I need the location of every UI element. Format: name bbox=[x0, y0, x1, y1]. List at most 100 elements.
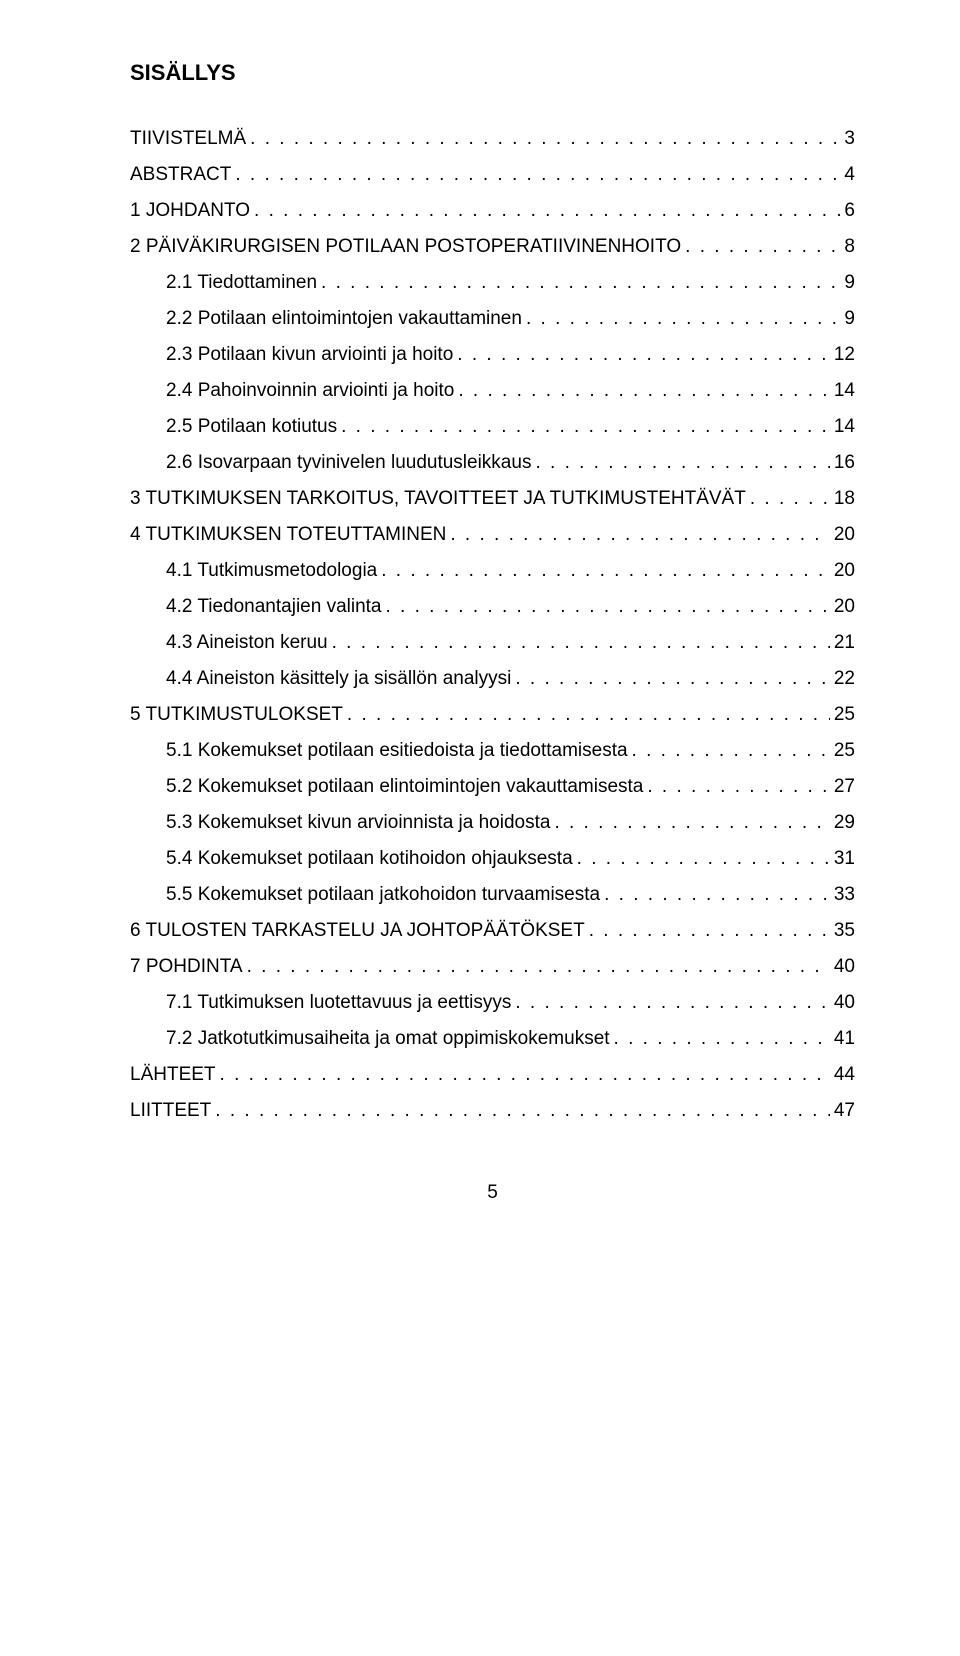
toc-entry-page: 14 bbox=[834, 380, 855, 402]
toc-entry-page: 27 bbox=[834, 776, 855, 798]
toc-entry: 4.1 Tutkimusmetodologia. . . . . . . . .… bbox=[130, 560, 855, 582]
toc-entry: 4.4 Aineiston käsittely ja sisällön anal… bbox=[130, 668, 855, 690]
toc-entry: 5.5 Kokemukset potilaan jatkohoidon turv… bbox=[130, 884, 855, 906]
toc-entry-leader: . . . . . . . . . . . . . . . . . . . . … bbox=[577, 848, 830, 870]
toc-entry-page: 18 bbox=[834, 488, 855, 510]
toc-entry: 2.4 Pahoinvoinnin arviointi ja hoito. . … bbox=[130, 380, 855, 402]
toc-entry-label: 7 POHDINTA bbox=[130, 956, 243, 978]
toc-entry-leader: . . . . . . . . . . . . . . . . . . . . … bbox=[347, 704, 830, 726]
toc-entry-leader: . . . . . . . . . . . . . . . . . . . . … bbox=[685, 236, 840, 258]
toc-entry: 5.4 Kokemukset potilaan kotihoidon ohjau… bbox=[130, 848, 855, 870]
toc-entry-leader: . . . . . . . . . . . . . . . . . . . . … bbox=[589, 920, 830, 942]
toc-entry: 2.6 Isovarpaan tyvinivelen luudutusleikk… bbox=[130, 452, 855, 474]
toc-entry: ABSTRACT. . . . . . . . . . . . . . . . … bbox=[130, 164, 855, 186]
toc-entry: 2.5 Potilaan kotiutus. . . . . . . . . .… bbox=[130, 416, 855, 438]
toc-entry-page: 8 bbox=[844, 236, 855, 258]
toc-entry-label: 2.4 Pahoinvoinnin arviointi ja hoito bbox=[166, 380, 454, 402]
toc-entry-label: 3 TUTKIMUKSEN TARKOITUS, TAVOITTEET JA T… bbox=[130, 488, 746, 510]
toc-entry-page: 47 bbox=[834, 1100, 855, 1122]
toc-entry-label: 4.1 Tutkimusmetodologia bbox=[166, 560, 377, 582]
toc-entry-page: 31 bbox=[834, 848, 855, 870]
toc-entry: 3 TUTKIMUKSEN TARKOITUS, TAVOITTEET JA T… bbox=[130, 488, 855, 510]
toc-entry-page: 44 bbox=[834, 1064, 855, 1086]
toc-entry-leader: . . . . . . . . . . . . . . . . . . . . … bbox=[647, 776, 829, 798]
toc-entry-page: 4 bbox=[844, 164, 855, 186]
toc-entry-label: 2.3 Potilaan kivun arviointi ja hoito bbox=[166, 344, 453, 366]
toc-entry-label: 7.2 Jatkotutkimusaiheita ja omat oppimis… bbox=[166, 1028, 610, 1050]
toc-entry-label: 4.2 Tiedonantajien valinta bbox=[166, 596, 382, 618]
toc-entry-page: 40 bbox=[834, 956, 855, 978]
toc-entry-label: 2 PÄIVÄKIRURGISEN POTILAAN POSTOPERATIIV… bbox=[130, 236, 681, 258]
toc-entry-label: 5.2 Kokemukset potilaan elintoimintojen … bbox=[166, 776, 643, 798]
toc-entry-label: 5.4 Kokemukset potilaan kotihoidon ohjau… bbox=[166, 848, 573, 870]
toc-entry-label: 4.3 Aineiston keruu bbox=[166, 632, 328, 654]
toc-entry-leader: . . . . . . . . . . . . . . . . . . . . … bbox=[526, 308, 840, 330]
toc-entry-leader: . . . . . . . . . . . . . . . . . . . . … bbox=[515, 668, 830, 690]
toc-entry-leader: . . . . . . . . . . . . . . . . . . . . … bbox=[250, 128, 840, 150]
toc-entry-leader: . . . . . . . . . . . . . . . . . . . . … bbox=[235, 164, 840, 186]
page-number: 5 bbox=[130, 1182, 855, 1204]
toc-entry: 5 TUTKIMUSTULOKSET. . . . . . . . . . . … bbox=[130, 704, 855, 726]
toc-entry-page: 41 bbox=[834, 1028, 855, 1050]
toc-entry-label: 2.5 Potilaan kotiutus bbox=[166, 416, 337, 438]
toc-entry-leader: . . . . . . . . . . . . . . . . . . . . … bbox=[332, 632, 830, 654]
toc-entry-leader: . . . . . . . . . . . . . . . . . . . . … bbox=[215, 1100, 830, 1122]
toc-entry: 4.3 Aineiston keruu. . . . . . . . . . .… bbox=[130, 632, 855, 654]
toc-entry-label: 5.3 Kokemukset kivun arvioinnista ja hoi… bbox=[166, 812, 550, 834]
toc-entry: TIIVISTELMÄ. . . . . . . . . . . . . . .… bbox=[130, 128, 855, 150]
toc-entry: 1 JOHDANTO. . . . . . . . . . . . . . . … bbox=[130, 200, 855, 222]
toc-entry-leader: . . . . . . . . . . . . . . . . . . . . … bbox=[515, 992, 830, 1014]
toc-entry-leader: . . . . . . . . . . . . . . . . . . . . … bbox=[554, 812, 829, 834]
toc-entry-page: 35 bbox=[834, 920, 855, 942]
toc-entry-label: LIITTEET bbox=[130, 1100, 211, 1122]
toc-entry-leader: . . . . . . . . . . . . . . . . . . . . … bbox=[386, 596, 830, 618]
toc-entry-page: 40 bbox=[834, 992, 855, 1014]
toc-entry: LÄHTEET. . . . . . . . . . . . . . . . .… bbox=[130, 1064, 855, 1086]
toc-entry-page: 22 bbox=[834, 668, 855, 690]
toc-entry-label: LÄHTEET bbox=[130, 1064, 216, 1086]
toc-entry-leader: . . . . . . . . . . . . . . . . . . . . … bbox=[604, 884, 830, 906]
toc-entry-page: 21 bbox=[834, 632, 855, 654]
toc-entry-page: 9 bbox=[844, 308, 855, 330]
toc-entry-label: 2.2 Potilaan elintoimintojen vakauttamin… bbox=[166, 308, 522, 330]
toc-entry-page: 9 bbox=[844, 272, 855, 294]
toc-entry: 4.2 Tiedonantajien valinta. . . . . . . … bbox=[130, 596, 855, 618]
toc-entry-leader: . . . . . . . . . . . . . . . . . . . . … bbox=[632, 740, 830, 762]
toc-entry-label: 1 JOHDANTO bbox=[130, 200, 250, 222]
toc-entry-label: ABSTRACT bbox=[130, 164, 231, 186]
toc-container: TIIVISTELMÄ. . . . . . . . . . . . . . .… bbox=[130, 128, 855, 1122]
toc-entry-leader: . . . . . . . . . . . . . . . . . . . . … bbox=[535, 452, 829, 474]
toc-entry-page: 20 bbox=[834, 560, 855, 582]
toc-entry-leader: . . . . . . . . . . . . . . . . . . . . … bbox=[750, 488, 830, 510]
toc-entry-page: 33 bbox=[834, 884, 855, 906]
toc-entry-page: 25 bbox=[834, 740, 855, 762]
toc-entry-label: TIIVISTELMÄ bbox=[130, 128, 246, 150]
toc-entry: 7.1 Tutkimuksen luotettavuus ja eettisyy… bbox=[130, 992, 855, 1014]
toc-entry-leader: . . . . . . . . . . . . . . . . . . . . … bbox=[614, 1028, 830, 1050]
toc-entry-page: 29 bbox=[834, 812, 855, 834]
toc-entry-page: 3 bbox=[844, 128, 855, 150]
toc-entry-label: 5 TUTKIMUSTULOKSET bbox=[130, 704, 343, 726]
toc-entry-label: 4.4 Aineiston käsittely ja sisällön anal… bbox=[166, 668, 511, 690]
toc-entry-page: 14 bbox=[834, 416, 855, 438]
toc-entry-leader: . . . . . . . . . . . . . . . . . . . . … bbox=[341, 416, 830, 438]
toc-entry-label: 2.6 Isovarpaan tyvinivelen luudutusleikk… bbox=[166, 452, 531, 474]
toc-entry: 5.1 Kokemukset potilaan esitiedoista ja … bbox=[130, 740, 855, 762]
toc-entry: 2.2 Potilaan elintoimintojen vakauttamin… bbox=[130, 308, 855, 330]
toc-entry-label: 4 TUTKIMUKSEN TOTEUTTAMINEN bbox=[130, 524, 446, 546]
toc-entry-label: 2.1 Tiedottaminen bbox=[166, 272, 317, 294]
toc-entry: LIITTEET. . . . . . . . . . . . . . . . … bbox=[130, 1100, 855, 1122]
toc-entry: 4 TUTKIMUKSEN TOTEUTTAMINEN. . . . . . .… bbox=[130, 524, 855, 546]
toc-entry: 2.1 Tiedottaminen. . . . . . . . . . . .… bbox=[130, 272, 855, 294]
toc-entry: 6 TULOSTEN TARKASTELU JA JOHTOPÄÄTÖKSET.… bbox=[130, 920, 855, 942]
toc-entry-leader: . . . . . . . . . . . . . . . . . . . . … bbox=[381, 560, 830, 582]
toc-entry-leader: . . . . . . . . . . . . . . . . . . . . … bbox=[321, 272, 840, 294]
toc-entry-leader: . . . . . . . . . . . . . . . . . . . . … bbox=[457, 344, 830, 366]
toc-entry: 5.2 Kokemukset potilaan elintoimintojen … bbox=[130, 776, 855, 798]
toc-entry-page: 20 bbox=[834, 596, 855, 618]
toc-entry-leader: . . . . . . . . . . . . . . . . . . . . … bbox=[220, 1064, 830, 1086]
toc-entry-page: 12 bbox=[834, 344, 855, 366]
toc-entry-page: 16 bbox=[834, 452, 855, 474]
toc-entry-page: 6 bbox=[844, 200, 855, 222]
toc-entry-label: 6 TULOSTEN TARKASTELU JA JOHTOPÄÄTÖKSET bbox=[130, 920, 585, 942]
